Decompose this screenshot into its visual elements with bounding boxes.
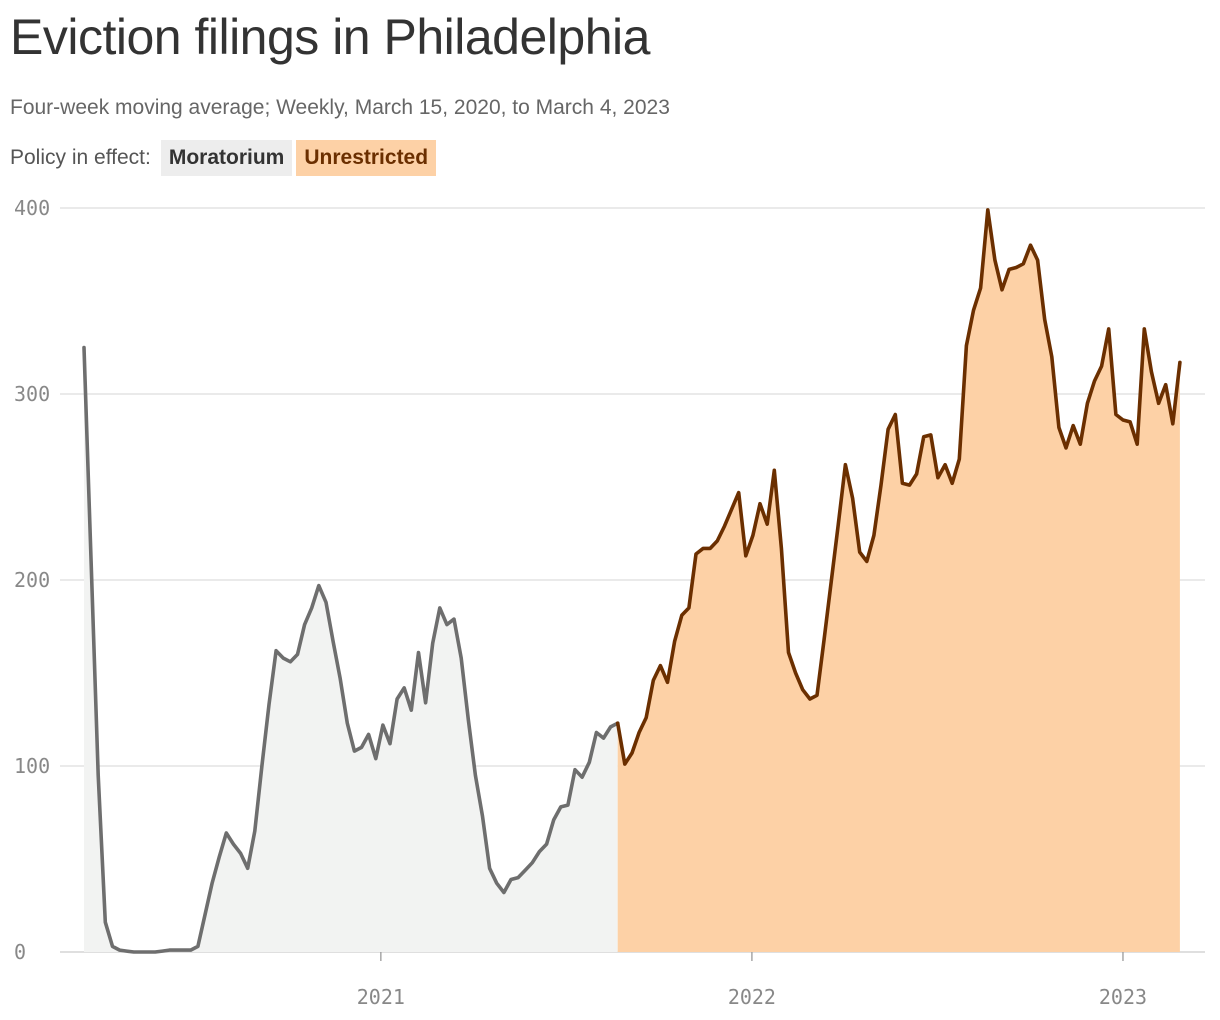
area-unrestricted: [617, 209, 1180, 952]
chart-title: Eviction filings in Philadelphia: [10, 9, 650, 65]
x-tick-label: 2023: [1099, 985, 1147, 1009]
legend-label: Policy in effect:: [10, 146, 151, 169]
x-tick-label: 2021: [357, 985, 405, 1009]
y-tick-label: 0: [14, 940, 26, 964]
chart-subtitle: Four‑week moving average; Weekly, March …: [10, 96, 670, 119]
area-moratorium: [84, 347, 618, 952]
legend-item-unrestricted: Unrestricted: [296, 140, 437, 176]
line-moratorium: [82, 345, 620, 954]
legend-item-moratorium: Moratorium: [160, 140, 293, 176]
x-tick-label: 2022: [728, 985, 776, 1009]
y-tick-label: 200: [14, 568, 50, 592]
y-tick-label: 100: [14, 754, 50, 778]
y-tick-label: 400: [14, 196, 50, 220]
y-tick-label: 300: [14, 382, 50, 406]
line-unrestricted: [615, 208, 1182, 766]
legend: Policy in effect: Moratorium Unrestricte…: [10, 140, 437, 176]
